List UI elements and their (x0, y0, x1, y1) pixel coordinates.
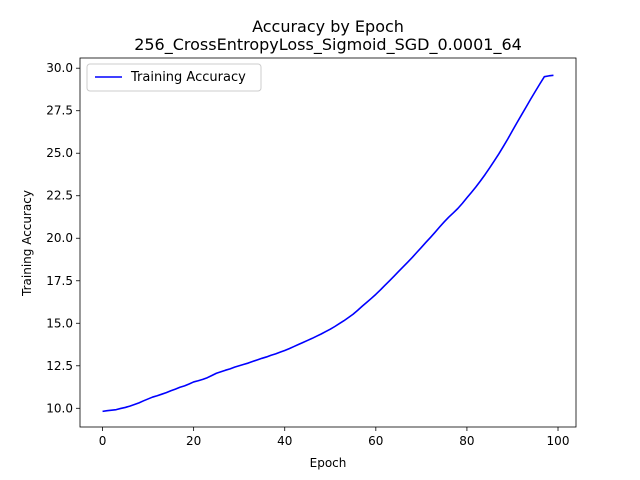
chart-subtitle: 256_CrossEntropyLoss_Sigmoid_SGD_0.0001_… (134, 35, 522, 55)
y-tick-label: 12.5 (46, 359, 73, 373)
y-tick-label: 17.5 (46, 274, 73, 288)
y-tick-label: 15.0 (46, 316, 73, 330)
y-tick-label: 10.0 (46, 401, 73, 415)
y-axis-label: Training Accuracy (20, 190, 34, 297)
plot-area: 0 20 40 60 80 100 10.0 12.5 15.0 17.5 20.0 22.5 25.0… (46, 57, 577, 448)
x-axis-label: Epoch (310, 456, 347, 470)
y-tick-label: 20.0 (46, 231, 73, 245)
axes-frame (79, 57, 577, 428)
chart-title: Accuracy by Epoch (252, 17, 404, 36)
y-tick-label: 30.0 (46, 61, 73, 75)
x-tick-label: 0 (99, 434, 107, 448)
y-tick-label: 22.5 (46, 189, 73, 203)
x-tick-label: 100 (547, 434, 570, 448)
y-tick-label: 25.0 (46, 146, 73, 160)
legend: Training Accuracy (86, 63, 262, 92)
x-tick-label: 60 (368, 434, 383, 448)
legend-frame (86, 63, 262, 92)
x-tick-label: 80 (459, 434, 474, 448)
series-line-training-accuracy (102, 74, 554, 413)
legend-label: Training Accuracy (130, 70, 246, 85)
y-tick-label: 27.5 (46, 104, 73, 118)
x-tick-label: 40 (277, 434, 292, 448)
x-tick-label: 20 (186, 434, 201, 448)
